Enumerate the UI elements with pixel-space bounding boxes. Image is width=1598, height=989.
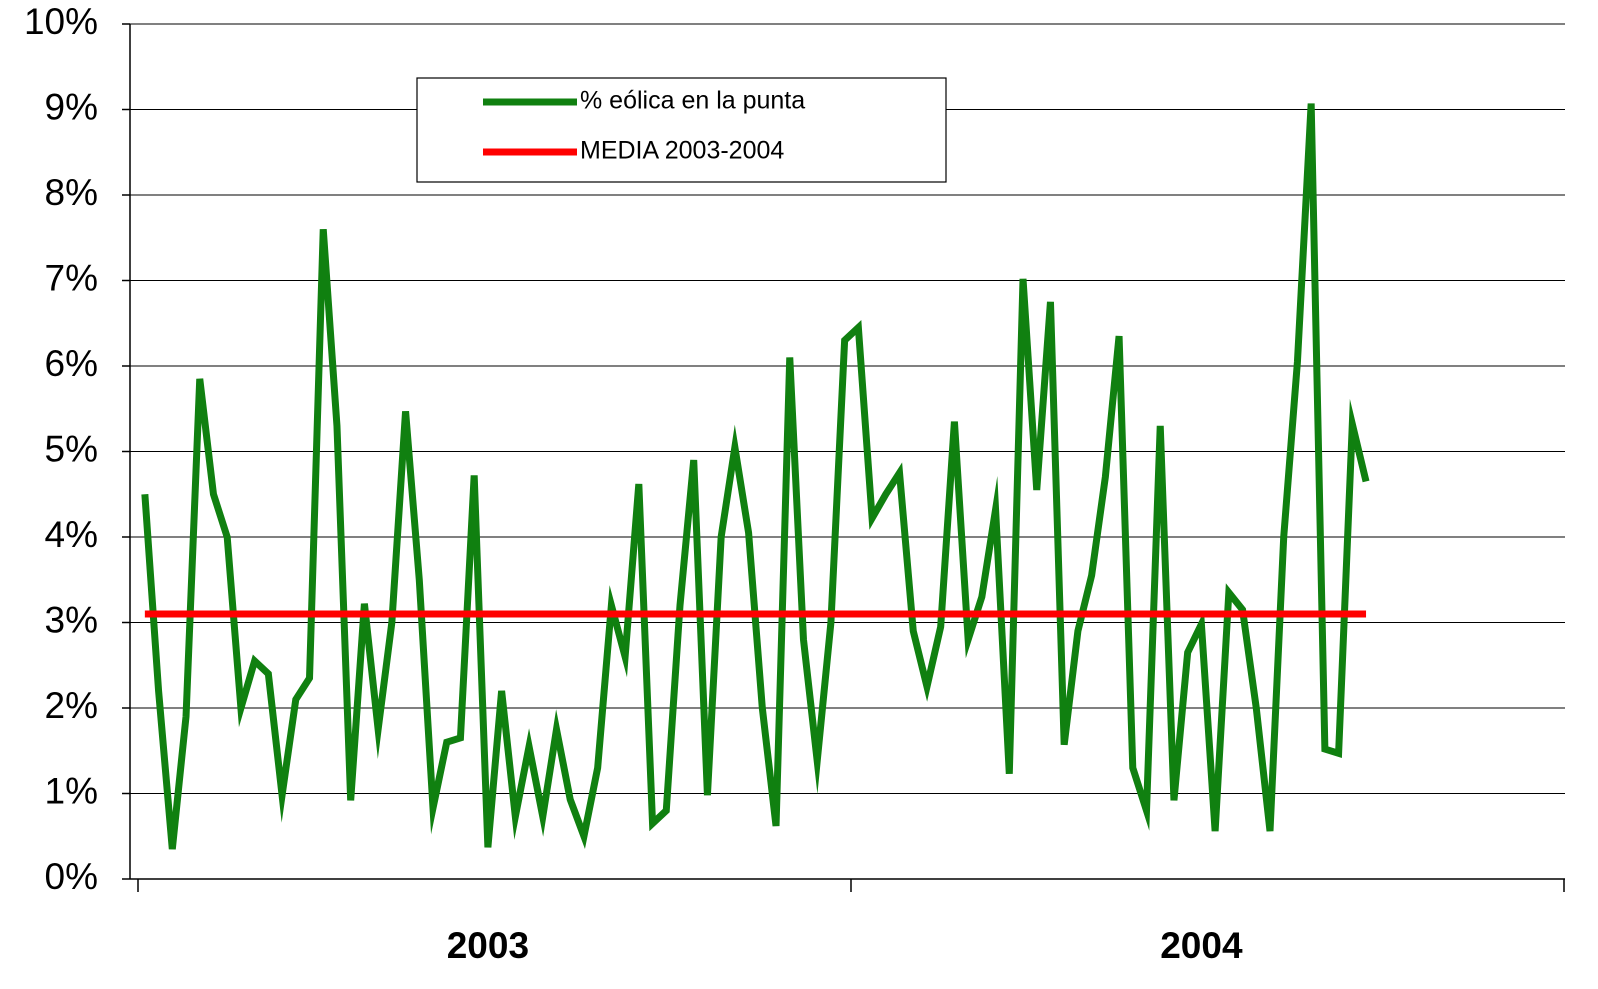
series-line: [141, 103, 1370, 850]
y-tick-label: 8%: [45, 172, 98, 213]
x-tick-label: 2003: [447, 925, 529, 966]
legend: % eólica en la punta MEDIA 2003-2004: [416, 77, 947, 183]
y-tick-label: 6%: [45, 343, 98, 384]
y-tick-label: 1%: [45, 770, 98, 811]
legend-box: [416, 77, 947, 183]
y-tick-label: 9%: [45, 86, 98, 127]
y-tick-label: 5%: [45, 428, 98, 469]
legend-label: % eólica en la punta: [580, 87, 805, 115]
y-tick-label: 4%: [45, 514, 98, 555]
y-tick-label: 10%: [24, 1, 98, 42]
legend-label: MEDIA 2003-2004: [580, 137, 784, 165]
y-tick-label: 2%: [45, 685, 98, 726]
y-tick-label: 3%: [45, 599, 98, 640]
y-tick-label: 7%: [45, 257, 98, 298]
x-tick-label: 2004: [1160, 925, 1243, 966]
plot: [141, 103, 1370, 850]
grid: 0% 1% 2% 3% 4% 5% 6% 7% 8% 9% 10%: [24, 1, 1565, 897]
y-tick-label: 0%: [45, 856, 98, 897]
